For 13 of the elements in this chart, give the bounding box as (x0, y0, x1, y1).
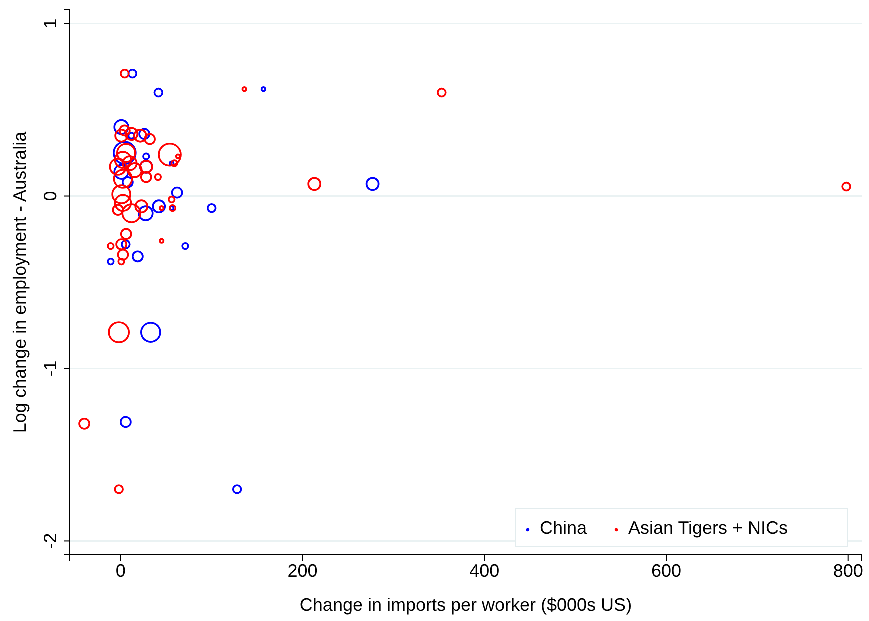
x-axis-title: Change in imports per worker ($000s US) (300, 595, 632, 615)
y-tick-label: 0 (40, 191, 60, 202)
y-tick-label: -2 (40, 533, 60, 550)
y-tick-label: -1 (40, 360, 60, 377)
y-axis-title: Log change in employment - Australia (10, 130, 30, 434)
x-tick-label: 0 (116, 560, 126, 581)
x-tick-label: 600 (651, 560, 682, 581)
x-tick-label: 800 (833, 560, 864, 581)
x-tick-label: 400 (470, 560, 500, 581)
legend-label: Asian Tigers + NICs (628, 518, 788, 538)
legend-label: China (540, 518, 588, 538)
x-tick-label: 200 (288, 560, 318, 581)
y-tick-label: 1 (40, 18, 60, 29)
